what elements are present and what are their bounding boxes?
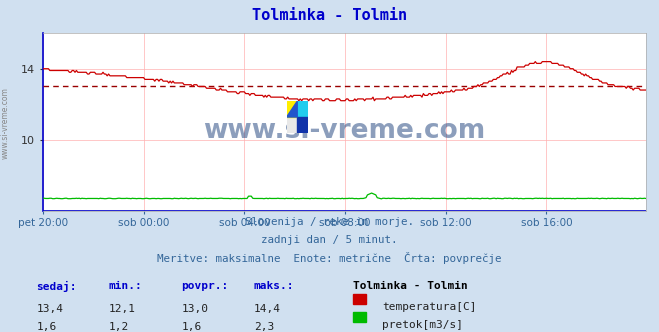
Text: povpr.:: povpr.: [181, 281, 229, 290]
Text: 1,6: 1,6 [181, 322, 202, 332]
Text: 14,4: 14,4 [254, 304, 281, 314]
Text: Tolminka - Tolmin: Tolminka - Tolmin [353, 281, 467, 290]
Text: 13,0: 13,0 [181, 304, 208, 314]
Text: min.:: min.: [109, 281, 142, 290]
Polygon shape [287, 101, 297, 117]
Text: zadnji dan / 5 minut.: zadnji dan / 5 minut. [261, 235, 398, 245]
Text: temperatura[C]: temperatura[C] [382, 302, 476, 312]
Polygon shape [287, 101, 308, 133]
Text: maks.:: maks.: [254, 281, 294, 290]
Polygon shape [297, 101, 308, 117]
Text: Tolminka - Tolmin: Tolminka - Tolmin [252, 8, 407, 23]
Bar [353, 294, 366, 304]
Text: Slovenija / reke in morje.: Slovenija / reke in morje. [245, 217, 414, 227]
Text: 12,1: 12,1 [109, 304, 136, 314]
Text: 1,6: 1,6 [36, 322, 57, 332]
Polygon shape [287, 101, 297, 117]
Bar [353, 312, 366, 322]
Text: 1,2: 1,2 [109, 322, 129, 332]
Text: www.si-vreme.com: www.si-vreme.com [1, 87, 10, 159]
Text: Meritve: maksimalne  Enote: metrične  Črta: povprečje: Meritve: maksimalne Enote: metrične Črta… [158, 252, 501, 264]
Text: 2,3: 2,3 [254, 322, 274, 332]
Text: pretok[m3/s]: pretok[m3/s] [382, 320, 463, 330]
Text: sedaj:: sedaj: [36, 281, 76, 291]
Text: www.si-vreme.com: www.si-vreme.com [203, 118, 486, 144]
Polygon shape [297, 117, 308, 133]
Text: 13,4: 13,4 [36, 304, 63, 314]
